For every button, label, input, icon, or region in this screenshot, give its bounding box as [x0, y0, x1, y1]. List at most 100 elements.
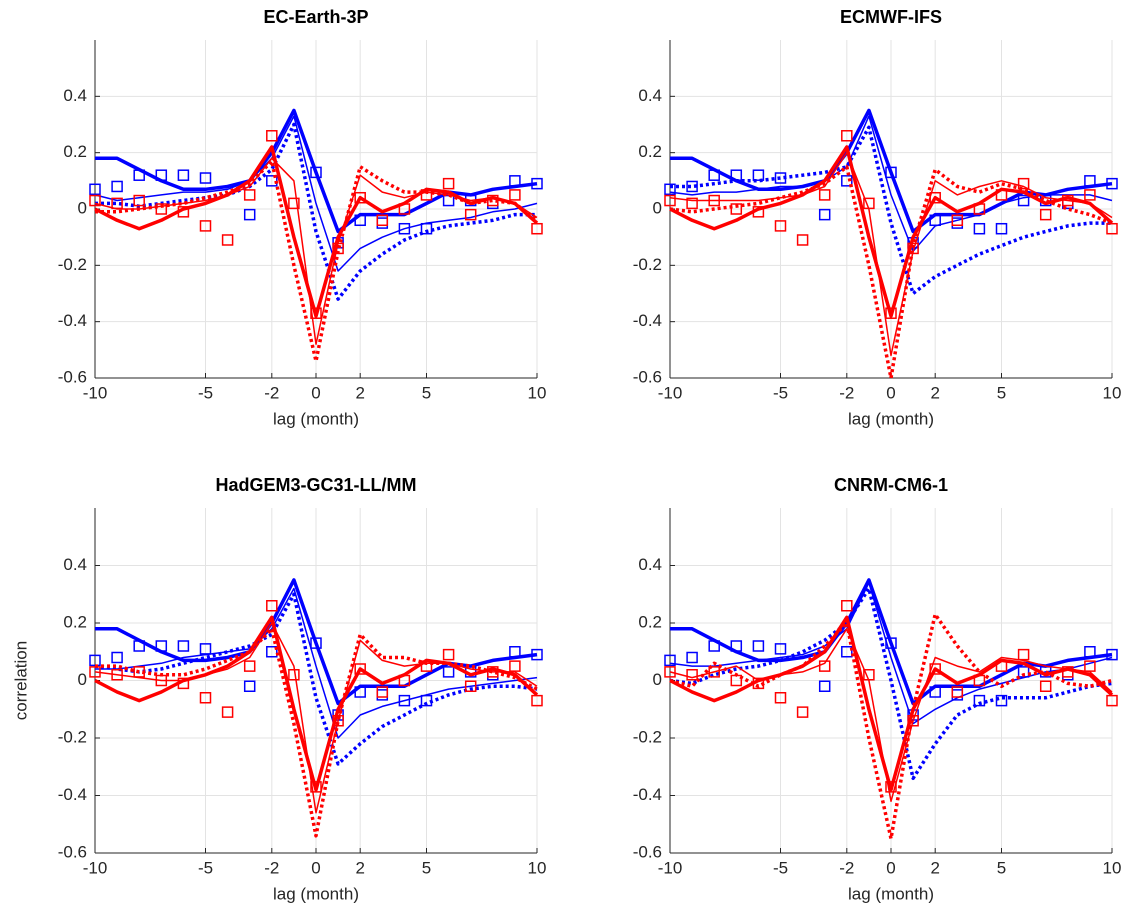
square-marker — [885, 307, 897, 319]
square-marker — [243, 680, 256, 692]
square-marker — [199, 643, 212, 655]
square-marker — [796, 234, 809, 246]
x-tick-label: 5 — [997, 383, 1006, 402]
square-marker — [708, 666, 720, 678]
x-tick-label: -10 — [658, 383, 683, 402]
y-tick-label: -0.4 — [58, 785, 87, 804]
square-marker — [664, 183, 676, 196]
square-marker — [818, 208, 831, 221]
square-marker — [398, 694, 411, 707]
square-marker — [686, 669, 698, 681]
series-line — [95, 578, 538, 706]
y-tick-label: -0.4 — [633, 311, 662, 330]
square-marker — [332, 715, 344, 727]
square-marker — [774, 692, 787, 704]
square-marker — [995, 694, 1008, 707]
square-marker — [1017, 666, 1030, 678]
square-marker — [531, 694, 543, 707]
square-marker — [1062, 194, 1074, 207]
x-tick-label: -2 — [839, 858, 854, 877]
square-marker — [708, 194, 720, 207]
square-marker — [774, 220, 787, 232]
y-tick-label: 0 — [78, 198, 87, 217]
y-tick-label: 0.4 — [638, 86, 662, 105]
x-tick-label: -5 — [198, 858, 213, 877]
square-marker — [885, 166, 897, 179]
square-marker — [420, 694, 433, 707]
y-tick-label: -0.6 — [633, 842, 662, 861]
square-marker — [420, 189, 433, 201]
y-tick-label: 0.4 — [63, 555, 87, 574]
square-marker — [730, 674, 743, 687]
y-tick-label: -0.6 — [58, 367, 87, 386]
square-marker — [929, 663, 941, 675]
square-marker — [531, 222, 543, 235]
series-line — [669, 151, 1113, 357]
square-marker — [885, 637, 897, 649]
series-line — [670, 125, 1112, 296]
y-tick-label: -0.4 — [58, 311, 87, 330]
square-marker — [266, 130, 278, 142]
x-tick-label: 10 — [1103, 858, 1122, 877]
x-tick-label: 5 — [422, 858, 431, 877]
square-marker — [288, 197, 300, 210]
square-marker — [841, 646, 853, 658]
square-marker — [664, 666, 676, 678]
y-tick-label: 0 — [653, 670, 662, 689]
square-marker — [708, 640, 720, 652]
square-marker — [442, 177, 455, 190]
series-line — [95, 587, 538, 739]
square-marker — [1084, 660, 1096, 672]
x-tick-label: -10 — [83, 383, 108, 402]
square-marker — [487, 666, 499, 678]
square-marker — [376, 686, 389, 698]
square-marker — [1106, 177, 1118, 190]
square-marker — [155, 674, 168, 687]
square-marker — [1017, 177, 1030, 190]
y-tick-label: 0 — [78, 670, 87, 689]
y-tick-label: 0.2 — [63, 142, 87, 161]
square-marker — [730, 640, 743, 652]
square-marker — [310, 637, 322, 649]
series-line — [669, 165, 1113, 380]
square-marker — [398, 203, 411, 215]
square-marker — [1062, 666, 1074, 678]
square-marker — [243, 660, 256, 672]
square-marker — [730, 169, 743, 181]
x-tick-label: 10 — [528, 383, 547, 402]
y-tick-label: 0.4 — [638, 555, 662, 574]
series-line — [94, 615, 539, 792]
square-marker — [863, 197, 875, 210]
x-tick-label: -5 — [198, 383, 213, 402]
square-marker — [1017, 648, 1030, 661]
square-marker — [376, 214, 389, 227]
x-axis-label: lag (month) — [848, 884, 934, 903]
square-marker — [929, 191, 941, 204]
series-line — [94, 115, 538, 272]
square-marker — [354, 663, 366, 675]
square-marker — [177, 677, 190, 690]
square-marker — [730, 203, 743, 215]
square-marker — [1017, 194, 1030, 207]
square-marker — [752, 169, 765, 181]
series-line — [669, 586, 1113, 781]
square-marker — [199, 172, 212, 184]
square-marker — [155, 203, 168, 215]
x-tick-label: 2 — [930, 383, 939, 402]
chart-title: ECMWF-IFS — [840, 7, 942, 27]
square-marker — [464, 680, 477, 692]
square-marker — [111, 197, 123, 210]
square-marker — [332, 242, 344, 255]
x-tick-label: -5 — [773, 858, 788, 877]
x-tick-label: 5 — [422, 383, 431, 402]
x-tick-label: -5 — [773, 383, 788, 402]
series-line — [95, 627, 538, 838]
square-marker — [686, 651, 698, 664]
square-marker — [929, 214, 941, 227]
x-tick-label: 2 — [930, 858, 939, 877]
square-marker — [841, 600, 853, 612]
square-marker — [841, 130, 853, 142]
square-marker — [89, 194, 101, 207]
square-marker — [509, 646, 521, 658]
series-line — [94, 622, 538, 814]
